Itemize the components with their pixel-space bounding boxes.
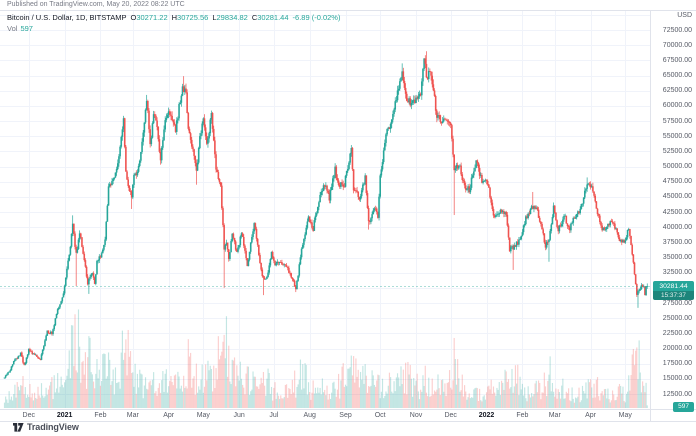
price-tick-label: 17500.00 [662,360,692,368]
time-axis-divider [0,409,696,410]
time-axis-label: Jun [233,412,245,419]
close-label: C [251,13,258,22]
price-tick-label: 62500.00 [662,87,692,95]
price-tick-label: 52500.00 [662,147,692,155]
currency-label: USD [677,12,692,19]
price-tick-label: 25000.00 [662,314,692,322]
price-tick-label: 32500.00 [662,269,692,277]
time-axis-label: 2021 [56,412,73,419]
time-axis-label: Oct [374,412,386,419]
volume-axis-badge: 597 [673,402,694,412]
time-axis-label: Apr [163,412,175,419]
price-axis-divider [650,10,651,421]
time-axis-label: 2022 [478,412,495,419]
time-axis-label: Feb [516,412,529,419]
price-tick-label: 72500.00 [662,26,692,34]
price-tick-label: 35000.00 [662,254,692,261]
low-label: L [212,13,217,22]
price-tick-label: 60000.00 [662,102,692,110]
price-tick-label: 65000.00 [662,72,692,79]
price-tick-label: 70000.00 [662,41,692,49]
open-label: O [130,13,137,22]
price-tick-label: 57500.00 [662,117,692,125]
change-value: -6.89 (-0.02%) [292,13,341,22]
symbol-title: Bitcoin / U.S. Dollar, 1D, BITSTAMP [7,13,127,22]
volume-value: 597 [20,23,33,33]
price-tick-label: 55000.00 [662,132,692,140]
price-tick-label: 20000.00 [662,345,692,352]
last-price-badge: 30281.44 15:37:37 [653,281,694,300]
tradingview-logo-icon [13,422,24,432]
price-axis[interactable]: USD 72500.00 70000.00 67500.00 65000.00 6250… [650,10,696,409]
time-axis-label: Sep [339,412,352,419]
time-axis-label: Mar [126,412,139,419]
price-tick-label: 15000.00 [662,375,692,383]
price-tick-label: 22500.00 [662,329,692,337]
footer-divider [0,421,696,422]
price-tick-label: 12500.00 [662,390,692,398]
price-tick-label: 67500.00 [662,56,692,64]
time-axis-label: Feb [94,412,107,419]
price-tick-label: 50000.00 [662,163,692,170]
close-value: 30281.44 [257,13,289,22]
symbol-legend: Bitcoin / U.S. Dollar, 1D, BITSTAMP O3027… [7,13,340,22]
price-tick-label: 45000.00 [662,193,692,201]
price-tick-label: 37500.00 [662,238,692,246]
price-tick-label: 47500.00 [662,178,692,186]
chart-top-divider [0,10,696,11]
time-axis-label: Dec [22,412,35,419]
last-price-value: 30281.44 [653,281,694,291]
time-axis-label: Jul [269,412,279,419]
time-axis-label: Dec [444,412,457,419]
countdown-timer: 15:37:37 [653,290,694,300]
price-tick-label: 42500.00 [662,208,692,216]
time-axis-label: Mar [548,412,561,419]
volume-legend: Vol 597 [7,24,33,33]
price-tick-label: 40000.00 [662,223,692,231]
price-tick-label: 27500.00 [662,299,692,307]
time-axis[interactable]: Dec 2021 Feb Mar Apr May Jun Jul Aug Sep Oct Nov Dec… [0,409,650,422]
time-axis-label: Apr [585,412,597,419]
volume-label: Vol [7,23,18,33]
published-line: Published on TradingView.com, May 20, 20… [7,1,185,8]
low-value: 29834.82 [216,13,248,22]
time-axis-label: May [618,412,632,419]
high-value: 30725.56 [177,13,209,22]
tradingview-logo-text: TradingView [27,422,79,432]
time-axis-label: May [196,412,210,419]
tradingview-logo[interactable]: TradingView [13,422,79,432]
time-axis-label: Aug [303,412,316,419]
open-value: 30271.22 [136,13,168,22]
candlestick-chart-canvas[interactable] [0,10,650,409]
high-label: H [171,13,178,22]
time-axis-label: Nov [409,412,423,419]
